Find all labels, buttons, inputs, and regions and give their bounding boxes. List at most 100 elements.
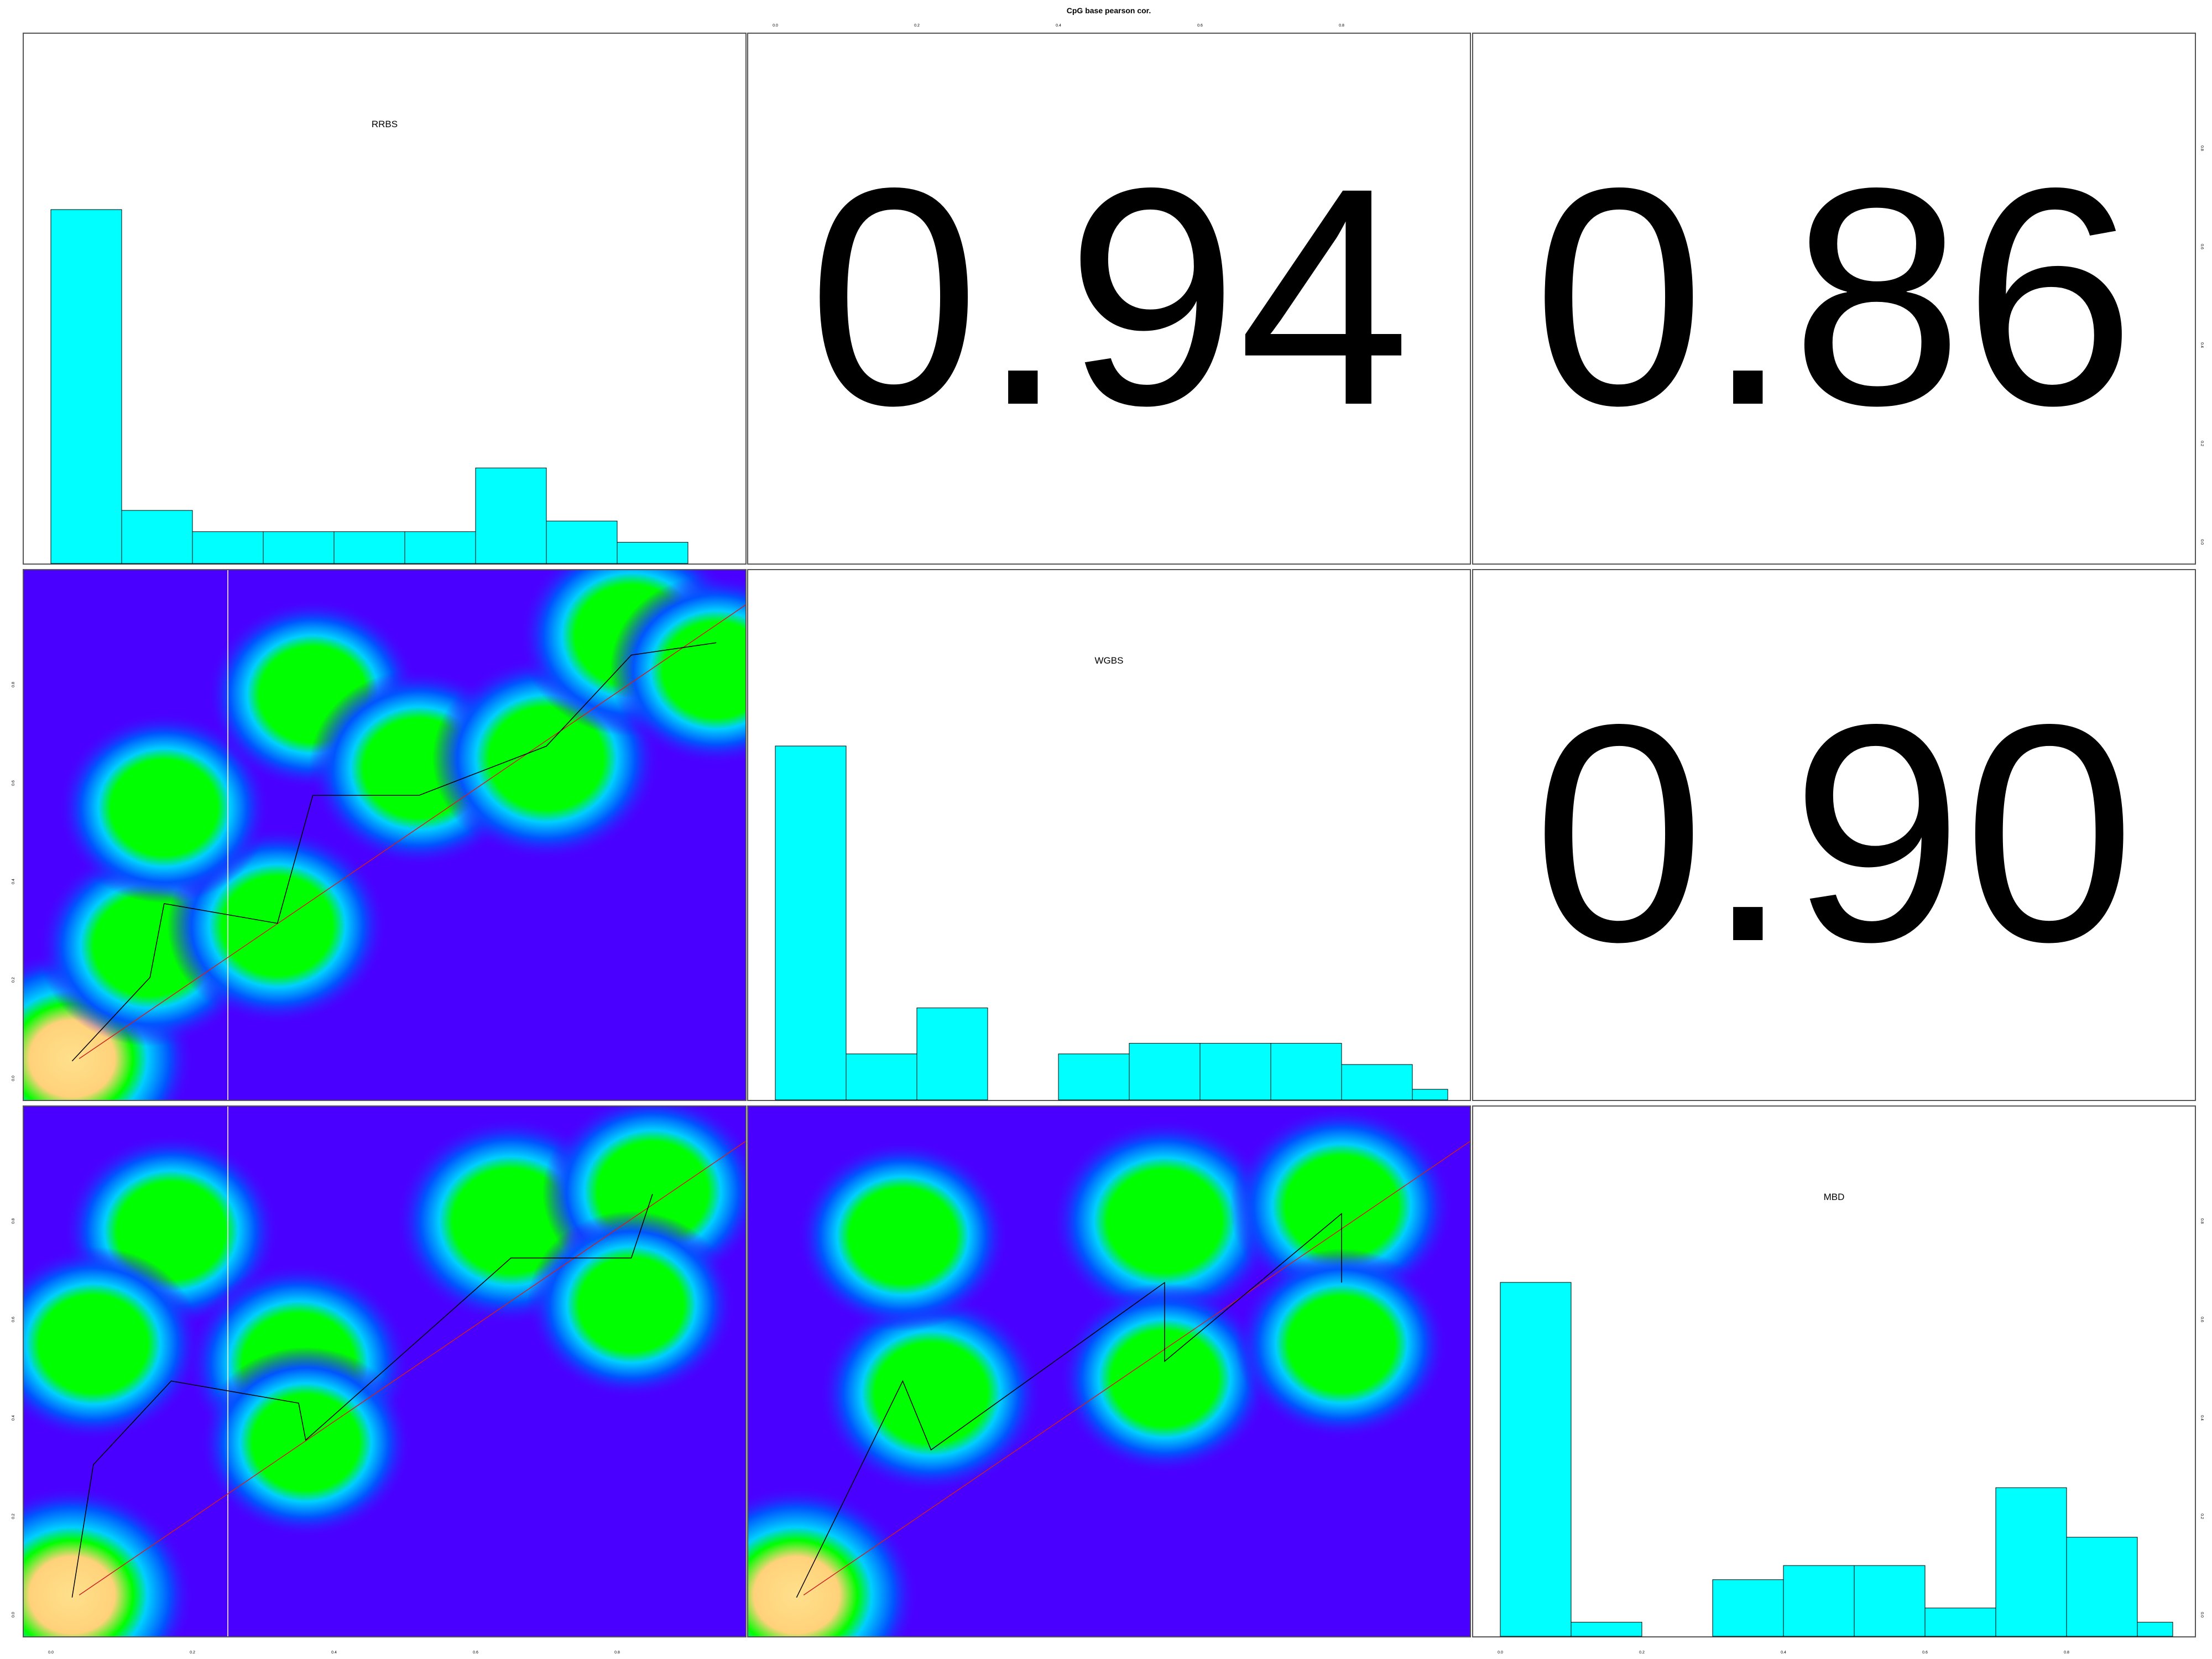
panel-wgbs-mbd: 0.90 xyxy=(1472,569,2196,1101)
axis-tick-label: 0.6 xyxy=(1197,24,1203,28)
panel-rrbs-wgbs: 0.94 xyxy=(747,33,1471,565)
axis-tick-label: 0.4 xyxy=(12,1415,15,1421)
panel-rrbs-rrbs: RRBS xyxy=(23,33,747,565)
panel-wgbs-wgbs: WGBS xyxy=(747,569,1471,1101)
axis-tick-label: 0.8 xyxy=(2200,1218,2204,1224)
histogram-bar xyxy=(2066,1537,2138,1637)
panel-frame xyxy=(747,569,1471,1101)
histogram-bar xyxy=(846,1053,917,1100)
histogram-bar xyxy=(1058,1053,1130,1100)
regression-line xyxy=(803,1140,1470,1596)
axis-tick-label: 0.0 xyxy=(773,24,778,28)
histogram-bar xyxy=(775,745,847,1100)
axis-tick-label: 0.2 xyxy=(12,977,15,983)
histogram-bar xyxy=(1712,1579,1784,1637)
density-cluster xyxy=(23,1485,194,1637)
correlation-value: 0.86 xyxy=(1533,123,2136,469)
panel-frame xyxy=(1472,569,2196,1101)
variable-label-mbd: MBD xyxy=(1824,1192,1845,1202)
correlation-value: 0.90 xyxy=(1533,660,2136,1006)
histogram-bar xyxy=(1995,1487,2067,1637)
histogram-bar xyxy=(1783,1565,1855,1637)
panels: RRBS 0.94 0.86 WGBS 0.90 MBD 0.0 0.2 0.4 0.6 0.8 0.… xyxy=(12,33,2196,1655)
histogram-bar xyxy=(1199,1043,1271,1100)
histogram-bar xyxy=(1854,1565,1926,1637)
density-cluster xyxy=(1235,1248,1448,1440)
axis-tick-label: 0.4 xyxy=(2200,1415,2204,1421)
density-cluster xyxy=(819,1292,1044,1494)
axis-tick-label: 0.4 xyxy=(2200,342,2204,348)
histogram-bar xyxy=(1341,1064,1413,1100)
panel-frame xyxy=(23,33,747,565)
axis-tick-label: 0.2 xyxy=(12,1514,15,1519)
histogram-bar xyxy=(1270,1043,1342,1100)
histogram-bar xyxy=(1500,1282,1572,1637)
axis-tick-label: 0.2 xyxy=(2200,1514,2204,1519)
histogram-bar xyxy=(50,209,122,564)
density-cluster xyxy=(527,1211,736,1399)
histogram-bar xyxy=(916,1008,988,1100)
density-cluster xyxy=(1058,1283,1271,1474)
density-cluster xyxy=(1229,1106,1454,1307)
histogram-bar xyxy=(617,542,688,564)
correlation-value: 0.94 xyxy=(808,123,1411,469)
panel-frame xyxy=(23,1105,747,1637)
axis-tick-label: 0.0 xyxy=(2200,539,2204,545)
top-axis: 0.0 0.2 0.4 0.6 0.8 xyxy=(773,24,1344,28)
histogram-bar xyxy=(2137,1621,2173,1637)
density-cluster xyxy=(23,1246,202,1442)
density-cluster xyxy=(610,574,746,766)
axis-tick-label: 0.8 xyxy=(614,1651,620,1655)
axis-tick-label: 0.6 xyxy=(12,780,15,786)
axis-tick-label: 0.0 xyxy=(12,1076,15,1081)
histogram-bar xyxy=(1571,1621,1642,1637)
axis-tick-label: 0.0 xyxy=(1498,1651,1503,1655)
axis-tick-label: 0.2 xyxy=(2200,441,2204,446)
axis-tick-label: 0.2 xyxy=(190,1651,195,1655)
axis-tick-label: 0.4 xyxy=(1056,24,1061,28)
regression-line xyxy=(79,604,746,1060)
axis-tick-label: 0.2 xyxy=(914,24,920,28)
smoother-line xyxy=(71,1193,653,1598)
variable-label-rrbs: RRBS xyxy=(372,119,398,129)
axis-tick-label: 0.0 xyxy=(2200,1612,2204,1618)
histogram-bar xyxy=(475,467,547,564)
histogram-bar xyxy=(404,531,476,564)
panel-mbd-wgbs xyxy=(747,1105,1471,1637)
density-cluster xyxy=(58,712,270,904)
axis-tick-label: 0.6 xyxy=(2200,244,2204,249)
panel-mbd-mbd: MBD xyxy=(1472,1105,2196,1637)
regression-line xyxy=(79,1140,746,1596)
histogram-bar xyxy=(263,531,335,564)
axis-tick-label: 0.6 xyxy=(12,1317,15,1322)
axis-tick-label: 0.0 xyxy=(48,1651,54,1655)
right-axis: 0.0 0.2 0.4 0.6 0.8 0.0 0.2 0.4 0.6 0.8 xyxy=(2200,145,2204,1618)
density-cluster xyxy=(1051,1118,1279,1324)
axis-tick-label: 0.6 xyxy=(1922,1651,1928,1655)
panel-frame xyxy=(1472,33,2196,565)
panel-wgbs-rrbs xyxy=(23,569,747,1101)
axis-tick-label: 0.0 xyxy=(12,1612,15,1618)
panel-frame xyxy=(747,33,1471,565)
axis-tick-label: 0.8 xyxy=(1339,24,1344,28)
axis-tick-label: 0.6 xyxy=(2200,1317,2204,1322)
histogram-bar xyxy=(333,531,405,564)
axis-tick-label: 0.8 xyxy=(12,682,15,687)
axis-tick-label: 0.4 xyxy=(331,1651,337,1655)
histogram-bar xyxy=(121,510,193,564)
density-cluster xyxy=(796,1140,1009,1332)
smoother-line xyxy=(796,1213,1342,1598)
histogram-bar xyxy=(192,531,264,564)
axis-tick-label: 0.8 xyxy=(12,1218,15,1224)
panel-frame xyxy=(747,1105,1471,1637)
axis-tick-label: 0.8 xyxy=(2064,1651,2069,1655)
histogram-bar xyxy=(1129,1043,1201,1100)
axis-tick-label: 0.6 xyxy=(473,1651,478,1655)
smoother-line xyxy=(71,642,717,1062)
panel-frame xyxy=(23,569,747,1101)
histogram-bar xyxy=(1412,1089,1448,1100)
density-cluster xyxy=(748,1485,919,1637)
chart-title: CpG base pearson cor. xyxy=(1067,6,1151,15)
density-cluster xyxy=(199,1347,412,1538)
